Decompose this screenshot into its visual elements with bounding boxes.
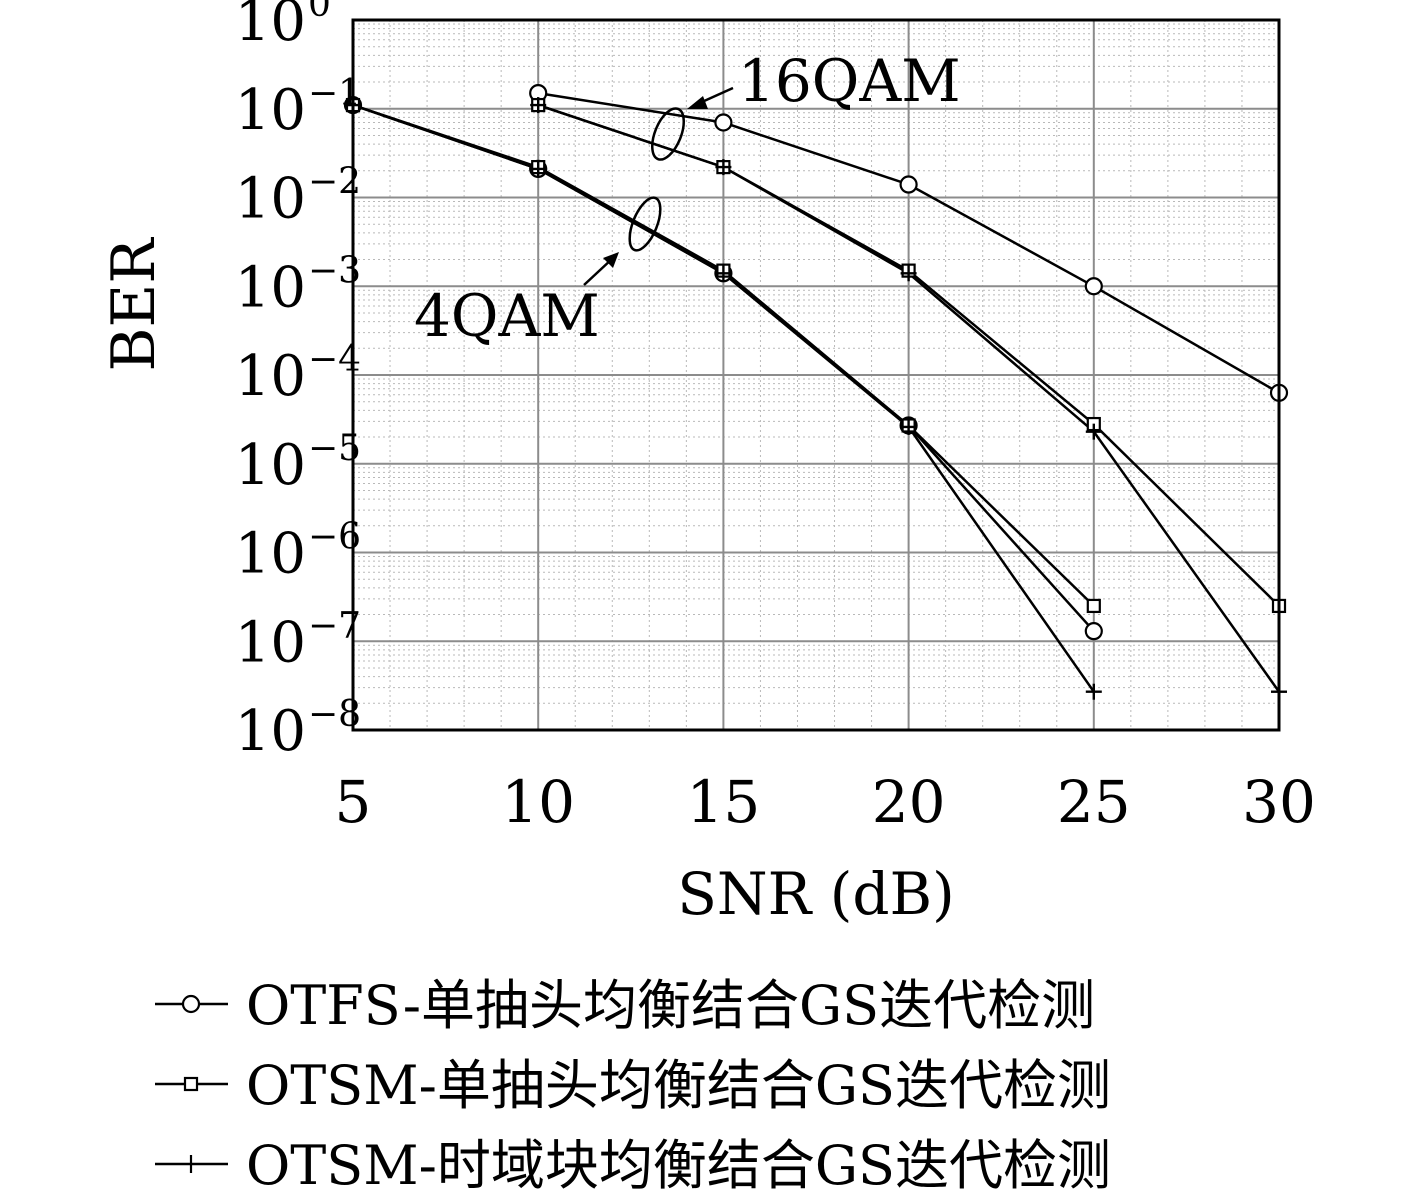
y-tick-exponent: −1	[308, 73, 361, 114]
data-point-circle	[1084, 277, 1103, 296]
x-tick-label: 5	[335, 768, 372, 836]
x-tick-label: 20	[872, 768, 946, 836]
annotation-16qam-label: 16QAM	[738, 47, 961, 115]
y-tick-label: 10	[235, 167, 306, 232]
annotation-4qam: 4QAM	[414, 196, 662, 350]
y-tick-label: 10	[235, 0, 306, 54]
y-tick-label: 10	[235, 433, 306, 498]
y-tick-label: 10	[235, 344, 306, 409]
y-tick-exponent: −8	[308, 694, 361, 735]
data-point-square	[1086, 598, 1101, 614]
y-tick-label: 10	[235, 610, 306, 675]
y-tick-label: 10	[235, 699, 306, 764]
plot-area-frame	[351, 18, 1281, 732]
legend: OTFS-单抽头均衡结合GS迭代检测 OTSM-单抽头均衡结合GS迭代检测 OT…	[155, 974, 1111, 1197]
annotation-16qam-arrowhead	[687, 96, 708, 109]
legend-label: OTSM-时域块均衡结合GS迭代检测	[246, 1134, 1111, 1197]
y-tick-exponent: −5	[308, 428, 361, 469]
data-point-plus	[715, 265, 732, 282]
legend-marker-circle	[181, 994, 201, 1014]
y-axis-label: BER	[99, 237, 169, 372]
legend-label: OTFS-单抽头均衡结合GS迭代检测	[246, 974, 1095, 1037]
y-tick-label: 10	[235, 78, 306, 143]
x-tick-label: 15	[686, 768, 760, 836]
y-tick-exponent: −7	[308, 605, 361, 646]
legend-label: OTSM-单抽头均衡结合GS迭代检测	[246, 1054, 1111, 1117]
data-point-plus	[530, 97, 547, 114]
data-point-circle	[899, 175, 918, 194]
legend-marker-square	[183, 1076, 199, 1092]
y-tick-label: 10	[235, 255, 306, 320]
y-tick-exponent: −2	[308, 162, 361, 203]
y-tick-exponent: −4	[308, 339, 361, 380]
y-tick-label: 10	[235, 522, 306, 587]
annotation-16qam-ellipse	[651, 107, 685, 161]
x-tick-label: 30	[1242, 768, 1316, 836]
grid	[353, 20, 1279, 730]
x-tick-label: 25	[1057, 768, 1131, 836]
data-point-plus	[1085, 683, 1102, 700]
annotation-4qam-arrowhead	[603, 252, 619, 268]
y-tick-exponent: −6	[308, 517, 361, 558]
legend-entry-otfs-single-tap: OTFS-单抽头均衡结合GS迭代检测	[155, 974, 1095, 1037]
annotation-4qam-ellipse	[628, 196, 662, 252]
data-point-plus	[530, 160, 547, 177]
legend-entry-otsm-single-tap: OTSM-单抽头均衡结合GS迭代检测	[155, 1054, 1111, 1117]
data-point-plus	[900, 265, 917, 282]
legend-entry-otsm-time-domain: OTSM-时域块均衡结合GS迭代检测	[155, 1134, 1111, 1197]
x-tick-labels: 5 10 15 20 25 30	[335, 768, 1316, 836]
data-point-plus	[715, 159, 732, 176]
data-point-circle	[1084, 622, 1103, 641]
data-point-plus	[900, 418, 917, 435]
annotation-16qam: 16QAM	[651, 47, 961, 161]
x-axis-label: SNR (dB)	[677, 860, 955, 928]
x-tick-label: 10	[501, 768, 575, 836]
data-point-plus	[1085, 423, 1102, 440]
data-point-circle	[714, 113, 733, 132]
y-tick-exponent: 0	[308, 0, 331, 25]
annotation-4qam-label: 4QAM	[414, 282, 600, 350]
y-tick-exponent: −3	[308, 250, 361, 291]
